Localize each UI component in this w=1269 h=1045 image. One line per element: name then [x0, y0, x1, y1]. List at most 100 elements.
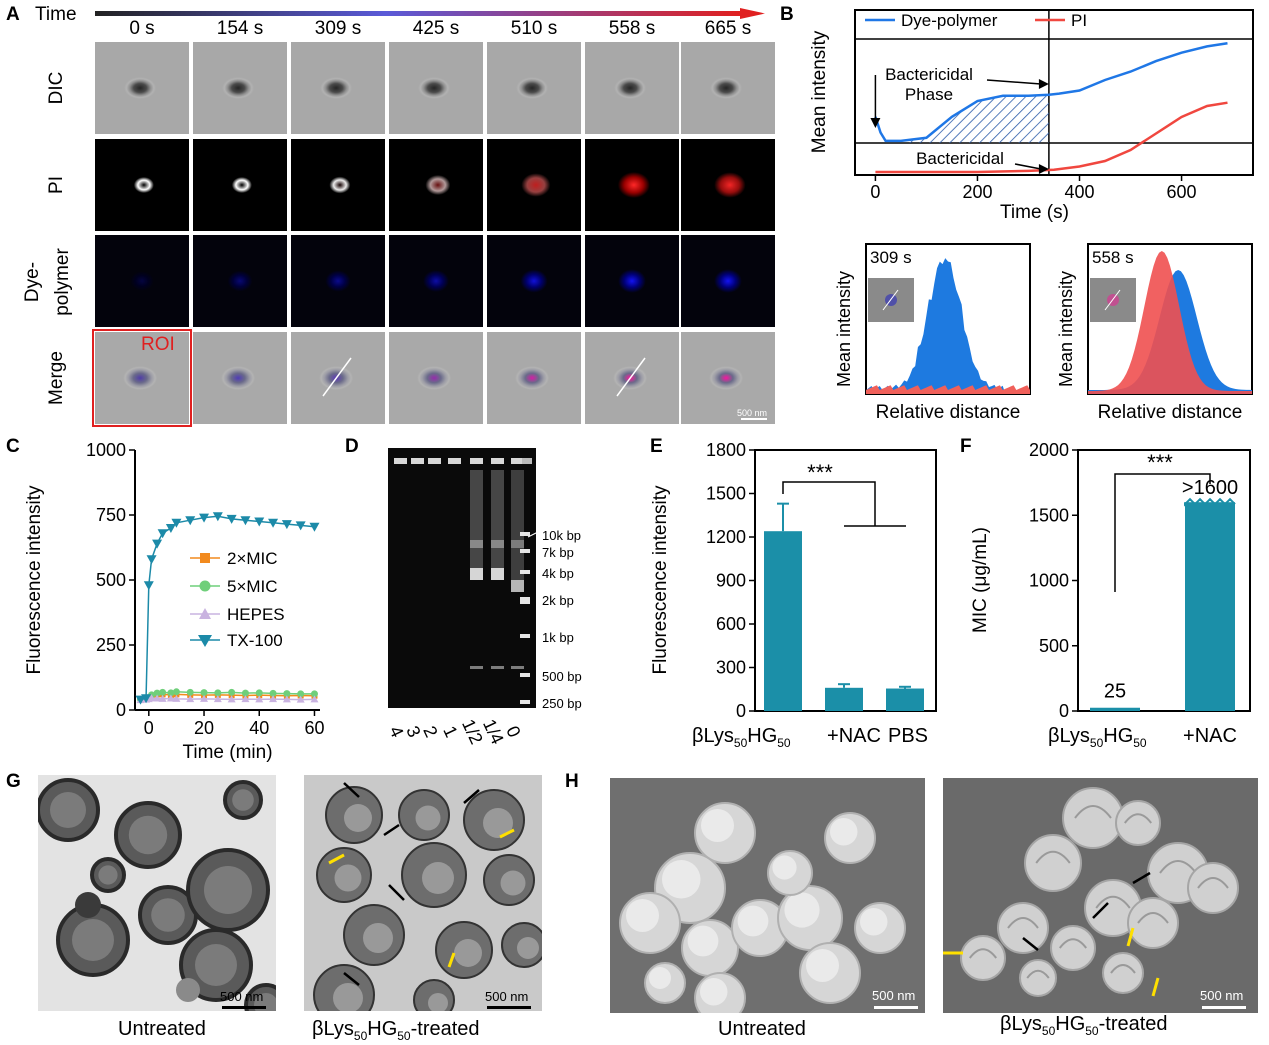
sem-damaged-cell	[997, 902, 1049, 954]
sem-highlight	[830, 818, 858, 846]
gel-well	[428, 458, 441, 464]
gel-band-main	[491, 568, 504, 580]
dye-tile	[95, 235, 189, 327]
f-bar	[1185, 502, 1235, 711]
ladder-label: 2k bp	[542, 593, 574, 608]
gel-smear	[491, 470, 504, 580]
c-legend-label: HEPES	[227, 605, 285, 624]
merge-tile	[95, 332, 189, 424]
ladder-label: 500 bp	[542, 669, 582, 684]
c-point	[171, 518, 182, 528]
e-sig: ***	[807, 460, 833, 485]
dye-tile	[193, 235, 287, 327]
tem-cell-core	[72, 919, 114, 961]
gel-band-upper	[470, 540, 483, 548]
gel-well	[394, 458, 407, 464]
f-val-1: 25	[1104, 681, 1126, 703]
sem-wrinkle	[1035, 850, 1071, 864]
pi-tile	[389, 139, 483, 231]
inset-558-red-area	[1088, 251, 1252, 394]
sem-highlight	[784, 892, 820, 928]
c-point	[310, 695, 319, 703]
c-point	[297, 690, 305, 698]
b-annot-arrow-head	[1038, 79, 1049, 89]
f-ytick-label: 1000	[1029, 571, 1069, 591]
h-left-caption: Untreated	[718, 1018, 806, 1040]
lane-label: 1	[439, 723, 461, 741]
c-point	[146, 555, 157, 565]
c-point	[147, 694, 156, 702]
c-point	[141, 694, 152, 704]
e-sig-bracket	[782, 481, 876, 526]
inset-309-thumb-line	[882, 289, 899, 311]
dye-tile	[487, 235, 581, 327]
c-point	[152, 539, 163, 549]
c-point	[186, 695, 195, 703]
lane-label: 0	[502, 723, 524, 741]
sem-wrinkle	[1159, 860, 1197, 874]
ladder-band	[520, 673, 530, 677]
dic-tile	[585, 42, 679, 134]
tem-cell-core	[363, 923, 393, 953]
c-point	[143, 581, 154, 591]
c-point	[153, 689, 161, 697]
sem-wrinkle	[1074, 805, 1112, 819]
inset-309-red-area	[866, 385, 1030, 394]
row-label-polymer: polymer	[52, 248, 73, 316]
b-xtick-label: 600	[1167, 182, 1197, 202]
c-legend-marker	[198, 635, 212, 647]
ladder-label: 250 bp	[542, 696, 582, 711]
c-point	[213, 695, 222, 703]
ladder-band	[520, 700, 530, 704]
gel-band-small	[470, 666, 483, 669]
merge-tile	[487, 332, 581, 424]
c-point	[241, 695, 250, 703]
dic-tile	[193, 42, 287, 134]
c-point	[296, 695, 305, 703]
sem-wrinkle	[1197, 877, 1229, 889]
e-cat-2: +NAC	[827, 725, 881, 747]
b-frame	[854, 9, 1254, 176]
c-point	[158, 694, 167, 702]
tem-cell-core	[344, 804, 372, 832]
panel-b-insets: 309 s Mean intensity Relative distance 558 …	[834, 243, 1253, 423]
c-point	[199, 513, 210, 523]
c-point	[172, 694, 181, 702]
sem-wrinkle	[1007, 917, 1039, 929]
time-label: 558 s	[608, 18, 656, 39]
sem-highlight	[860, 908, 888, 936]
sem-highlight	[687, 925, 719, 957]
pi-tile	[95, 139, 189, 231]
sem-wrinkle	[1110, 964, 1136, 974]
merge-tile	[389, 332, 483, 424]
sem-arrow-black	[1132, 871, 1151, 885]
gel-smear	[511, 470, 524, 580]
sem-damaged-cell	[1019, 959, 1057, 997]
b-xtick-label: 0	[870, 182, 880, 202]
sem-arrow-yellow	[1126, 927, 1135, 947]
tem-arrow-yellow	[328, 853, 345, 865]
e-bar	[764, 531, 802, 711]
g-left-scale-text: 500 nm	[220, 989, 264, 1004]
b-series-pi	[875, 101, 1228, 174]
tem-debris	[176, 978, 200, 1002]
h-left-scale-text: 500 nm	[872, 988, 916, 1003]
dic-tile	[487, 42, 581, 134]
tem-cell-core	[204, 866, 252, 914]
c-point	[254, 517, 265, 527]
line-scan-mark	[616, 357, 646, 397]
gel-background	[388, 448, 536, 708]
b-annot2-arrow-head	[1038, 164, 1049, 174]
sem-wrinkle	[1137, 912, 1169, 924]
c-point	[172, 688, 180, 696]
c-ylabel: Fluorescence intensity	[24, 485, 45, 675]
gel-well	[470, 458, 483, 464]
tem-cell-core	[454, 939, 482, 967]
tem-arrow-black	[383, 823, 400, 837]
c-xtick-label: 20	[194, 718, 214, 738]
c-point	[212, 512, 223, 522]
sem-arrow-black	[1022, 937, 1039, 951]
row-label-dye: Dye-	[22, 261, 43, 303]
e-ytick-label: 1500	[706, 484, 746, 504]
gel-band-main	[511, 580, 524, 592]
